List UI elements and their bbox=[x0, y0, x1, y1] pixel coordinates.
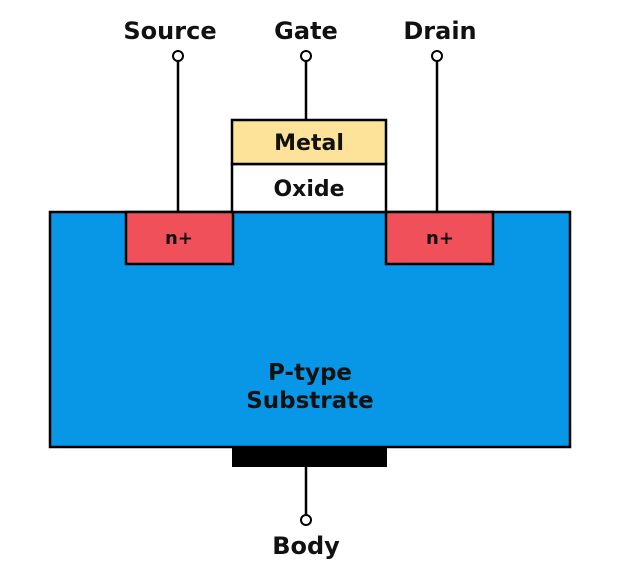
metal-label: Metal bbox=[274, 131, 344, 156]
metal-layer bbox=[230, 118, 388, 166]
substrate-label-line2: Substrate bbox=[246, 388, 374, 414]
gate-terminal-node bbox=[300, 50, 312, 62]
body-terminal-node bbox=[300, 514, 312, 526]
source-doping-label: n+ bbox=[165, 228, 193, 249]
drain-n-plus-region bbox=[384, 210, 495, 266]
drain-doping-label: n+ bbox=[426, 228, 454, 249]
drain-label: Drain bbox=[403, 17, 476, 45]
body-label: Body bbox=[272, 532, 340, 560]
source-terminal-node bbox=[172, 50, 184, 62]
substrate-label-line1: P-type bbox=[268, 360, 352, 386]
body-contact bbox=[232, 447, 387, 467]
oxide-label: Oxide bbox=[273, 177, 344, 202]
gate-label: Gate bbox=[274, 17, 338, 45]
oxide-layer bbox=[230, 162, 388, 214]
source-n-plus-region bbox=[124, 210, 235, 266]
drain-terminal-node bbox=[431, 50, 443, 62]
source-label: Source bbox=[123, 17, 216, 45]
